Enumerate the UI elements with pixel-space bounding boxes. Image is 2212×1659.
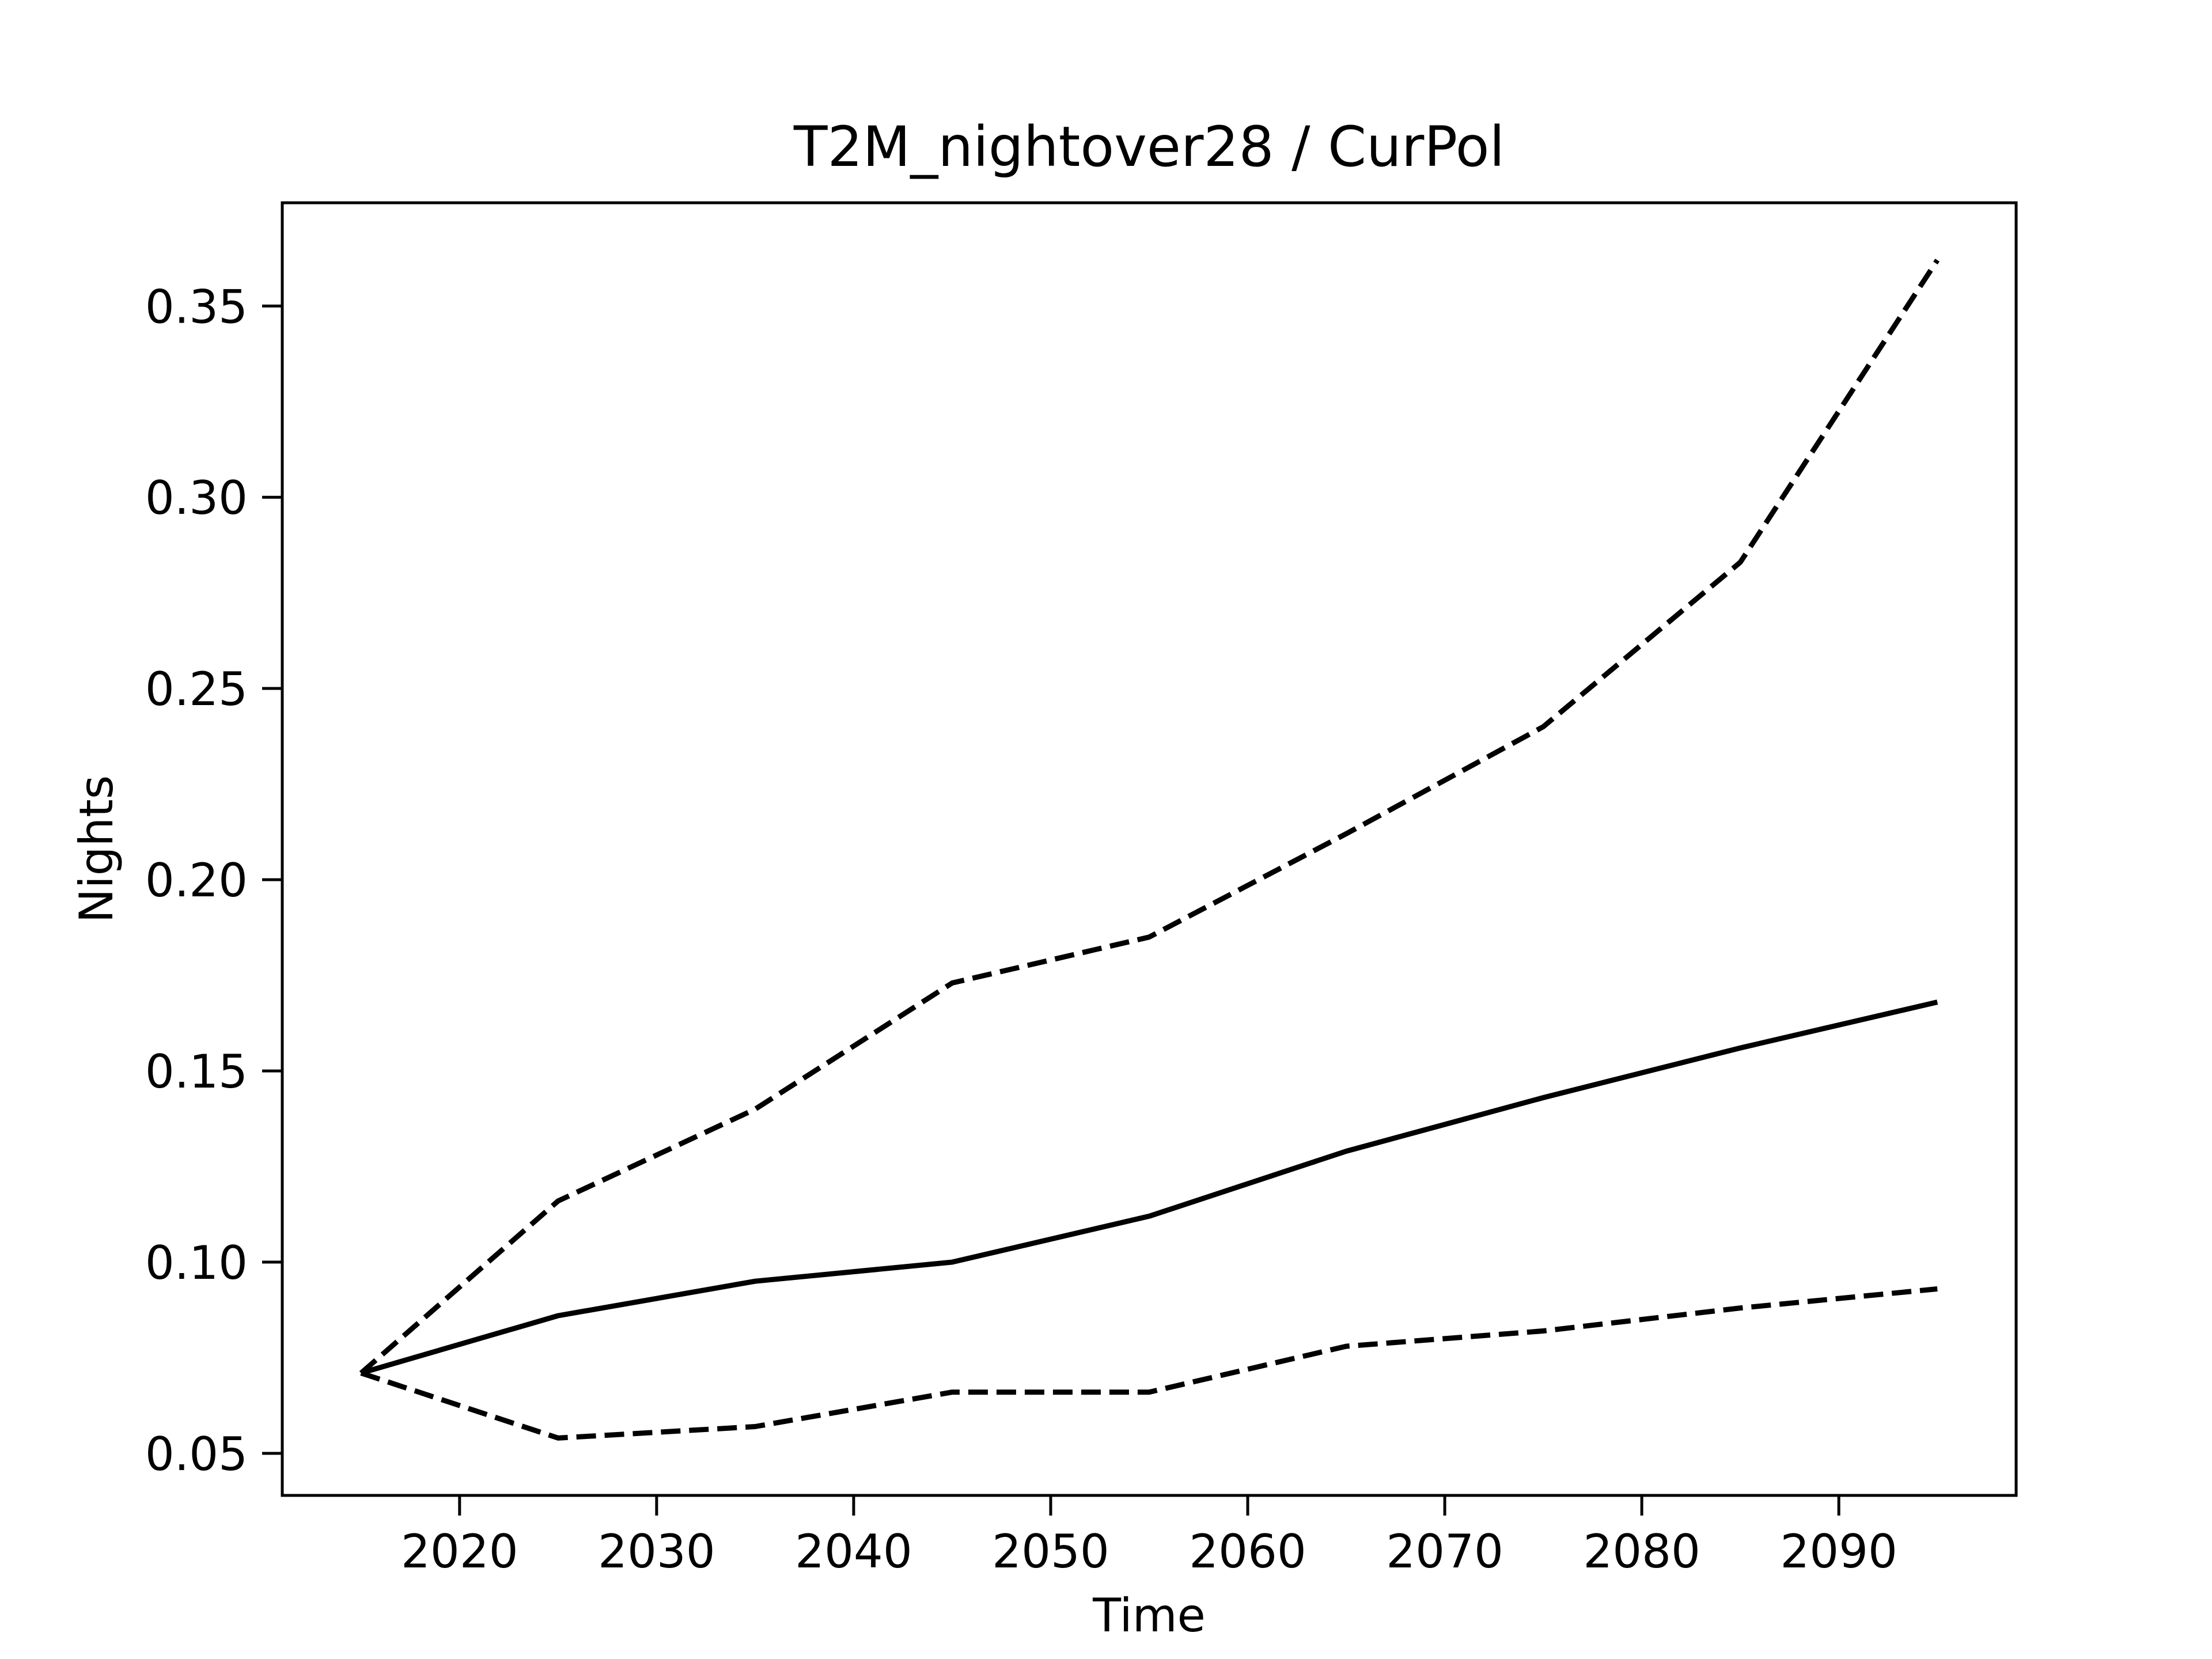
y-tick-label: 0.20 xyxy=(145,854,248,907)
x-tick-label: 2080 xyxy=(1583,1525,1700,1578)
x-tick-label: 2040 xyxy=(795,1525,912,1578)
plot-area-frame xyxy=(281,201,2018,1497)
x-axis-ticks: 2020 2030 2040 2050 2060 2070 2080 2090 xyxy=(401,1495,1897,1578)
y-axis-ticks: 0.05 0.10 0.15 0.20 0.25 0.30 0.35 xyxy=(145,280,282,1481)
y-tick-label: 0.15 xyxy=(145,1045,248,1099)
y-tick-label: 0.35 xyxy=(145,280,248,334)
series-line-2 xyxy=(360,999,1938,1376)
y-tick-label: 0.25 xyxy=(145,662,248,716)
series-line-3 xyxy=(360,1286,1938,1441)
x-axis-label: Time xyxy=(1092,1589,1206,1642)
series-line-1 xyxy=(359,259,1940,1375)
chart-title: T2M_nightover28 / CurPol xyxy=(793,115,1505,179)
x-tick-label: 2090 xyxy=(1780,1525,1897,1578)
y-tick-label: 0.10 xyxy=(145,1236,248,1290)
series-layer xyxy=(359,259,1940,1441)
x-tick-label: 2050 xyxy=(992,1525,1109,1578)
x-tick-label: 2070 xyxy=(1386,1525,1503,1578)
y-tick-label: 0.30 xyxy=(145,471,248,525)
x-tick-label: 2060 xyxy=(1189,1525,1306,1578)
x-tick-label: 2030 xyxy=(598,1525,715,1578)
x-tick-label: 2020 xyxy=(401,1525,518,1578)
y-tick-label: 0.05 xyxy=(145,1427,248,1481)
y-axis-label: Nights xyxy=(70,775,123,923)
